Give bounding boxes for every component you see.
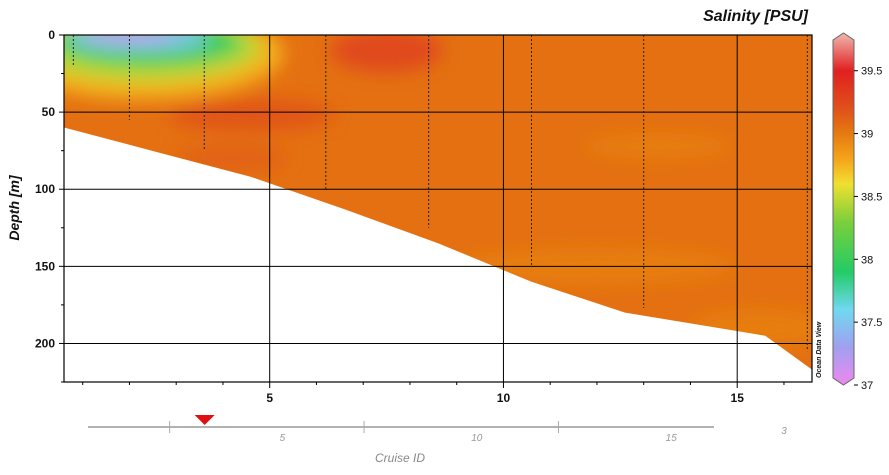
salinity-blob-0 (330, 35, 443, 73)
y-axis-ticks: 0 50 100 150 200 (35, 28, 64, 383)
cruise-axis-ticks: 5 10 15 (169, 421, 678, 444)
colorbar-bar (832, 32, 855, 386)
surface-lens-layer-4 (82, 35, 177, 42)
watermark-text: Ocean Data View (816, 321, 823, 378)
y-tick-label: 200 (35, 336, 55, 350)
chart-title: Salinity [PSU] (703, 8, 809, 25)
salinity-blob-2 (176, 146, 289, 171)
station-lines (72, 35, 808, 352)
cruise-axis: 5 10 15 3 Cruise ID (88, 415, 787, 465)
salinity-blob-3 (582, 133, 733, 159)
colorbar-tick-label: 39 (861, 129, 873, 141)
cruise-tick-label: 5 (280, 433, 286, 444)
x-tick-label: 15 (731, 391, 745, 405)
plot-frame (63, 34, 813, 383)
cruise-axis-label: Cruise ID (375, 451, 425, 465)
x-axis-ticks: 5 10 15 (82, 382, 785, 405)
cruise-tick-label: 10 (471, 433, 483, 444)
colorbar-ticks: 37 37.5 38 38.5 39 39.5 (854, 66, 882, 392)
colorbar-tick-label: 37.5 (861, 317, 882, 329)
colorbar-tick-label: 37 (861, 380, 873, 392)
y-axis-label: Depth [m] (6, 174, 22, 241)
seafloor-mask (64, 127, 812, 382)
plot-area (64, 35, 812, 382)
grid-lines (64, 35, 812, 382)
cruise-tick-label: 15 (666, 433, 678, 444)
colorbar: 37 37.5 38 38.5 39 39.5 (832, 32, 882, 392)
x-tick-label: 10 (497, 391, 511, 405)
salinity-blob-1 (166, 99, 336, 131)
x-tick-label: 5 (266, 391, 273, 405)
y-tick-label: 100 (35, 182, 55, 196)
cruise-extra-label: 3 (781, 426, 787, 437)
colorbar-tick-label: 38 (861, 254, 873, 266)
cruise-marker-triangle[interactable] (194, 415, 215, 425)
colorbar-tick-label: 38.5 (861, 191, 882, 203)
colorbar-tick-label: 39.5 (861, 66, 882, 78)
y-tick-label: 0 (48, 28, 55, 42)
y-tick-label: 150 (35, 259, 55, 273)
y-tick-label: 50 (42, 105, 56, 119)
